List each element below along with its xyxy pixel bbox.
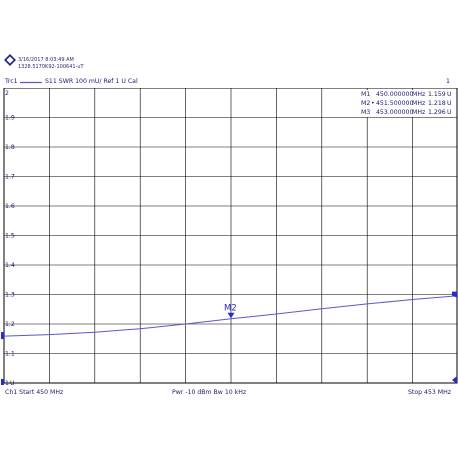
reference-level-indicator [452,376,457,384]
swr-trace-line [3,295,458,337]
marker-value-unit: U [447,91,452,98]
marker-frequency: 453.000000 [376,109,414,116]
y-tick-label: 1.3 [5,292,15,299]
stop-frequency[interactable]: Stop 453 MHz [408,389,452,396]
trace-description: S11 SWR 100 mU/ Ref 1 U Cal [45,78,138,85]
marker-frequency: 451.500000 [376,100,414,107]
y-tick-label: 1.5 [5,233,15,240]
reference-level-left-indicator [1,379,4,385]
marker-row-m1[interactable]: M1 450.000000 MHz 1.159 U [361,90,452,99]
marker-label-m2: M2 [224,304,237,314]
y-tick-label: 1.1 [5,351,15,358]
timestamp: 3/16/2017 8:03:49 AM [18,57,74,63]
marker-value: 1.159 [428,91,446,98]
instrument-header: 3/16/2017 8:03:49 AM 1328.5170K92-100641… [0,0,458,90]
marker-active: • [371,100,375,107]
channel-number: 1 [446,78,450,85]
marker-name: M3 [361,109,371,116]
marker-row-m2[interactable]: M2 • 451.500000 MHz 1.218 U [361,99,452,108]
marker-value: 1.218 [428,100,446,107]
marker-frequency-unit: MHz [412,100,426,107]
swr-chart: 21.91.81.71.61.51.41.31.21.11 UM2 [1,88,458,387]
rohde-schwarz-logo-icon [4,54,16,66]
serial-number: 1328.5170K92-100641-uT [18,64,84,70]
marker-point-m2 [227,312,235,319]
marker-table: M1 450.000000 MHz 1.159 U M2 • 451.500000 MHz 1.2… [361,90,452,117]
marker-frequency-unit: MHz [412,109,426,116]
y-tick-label: 1.4 [5,262,15,269]
y-tick-label: 1 [5,380,9,387]
marker-value: 1.296 [428,109,446,116]
channel-footer: Ch1 Start 450 MHz Pwr -10 dBm Bw 10 kHz … [0,386,458,400]
marker-frequency: 450.000000 [376,91,414,98]
marker-point-m3 [452,291,457,298]
y-tick-label: 1.9 [5,115,15,122]
marker-value-unit: U [447,100,452,107]
trace-line-swatch [20,81,42,84]
y-tick-label: 2 [5,90,9,97]
trace-info-row: Trc1 S11 SWR 100 mU/ Ref 1 U Cal 1 [0,76,458,88]
y-axis-unit: U [10,380,15,387]
power-bandwidth[interactable]: Pwr -10 dBm Bw 10 kHz [172,389,247,396]
trace-name[interactable]: Trc1 [5,78,18,85]
y-tick-label: 1.6 [5,203,15,210]
marker-value-unit: U [447,109,452,116]
marker-frequency-unit: MHz [412,91,426,98]
y-tick-label: 1.7 [5,174,15,181]
y-tick-label: 1.2 [5,321,15,328]
marker-row-m3[interactable]: M3 453.000000 MHz 1.296 U [361,108,452,117]
start-frequency[interactable]: Ch1 Start 450 MHz [5,389,64,396]
y-tick-label: 1.8 [5,144,15,151]
marker-name: M1 [361,91,371,98]
marker-name: M2 [361,100,371,107]
marker-point-m1 [1,332,4,340]
